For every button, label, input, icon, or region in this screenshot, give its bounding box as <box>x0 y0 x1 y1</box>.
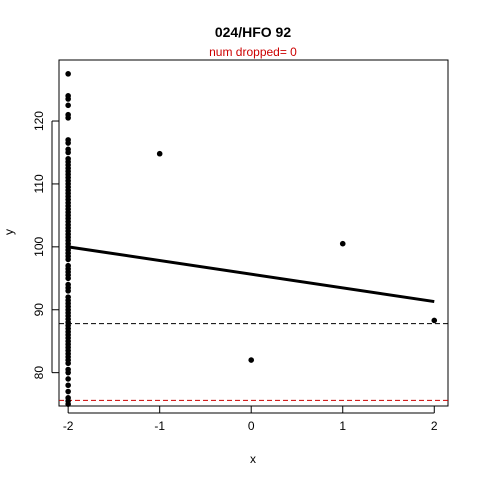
y-tick-label: 90 <box>32 303 46 317</box>
data-point <box>65 288 71 294</box>
data-point <box>65 388 71 395</box>
data-point <box>65 102 71 109</box>
data-point <box>65 401 71 407</box>
data-point <box>65 71 71 77</box>
y-tick-label: 100 <box>32 237 46 257</box>
data-point <box>65 140 71 146</box>
plot-layer: -2 -1 0 1 2 80 90 100 110 120 <box>32 59 449 433</box>
plot-frame <box>58 59 449 407</box>
chart-subtitle: num dropped= 0 <box>209 45 297 59</box>
x-tick-label: 1 <box>339 419 346 433</box>
x-tick-label: 2 <box>431 419 438 433</box>
x-axis-label: x <box>250 452 256 466</box>
data-point <box>65 376 71 382</box>
fit-line <box>67 245 435 304</box>
data-point <box>65 96 71 102</box>
chart-title: 024/HFO 92 <box>215 24 291 40</box>
data-point <box>65 382 71 389</box>
data-point <box>339 240 346 247</box>
y-tick-label: 110 <box>32 174 46 193</box>
data-point <box>65 369 71 376</box>
data-point <box>431 317 438 324</box>
x-tick-label: 0 <box>248 419 255 433</box>
data-point <box>65 149 71 156</box>
y-tick-label: 80 <box>32 366 46 380</box>
x-tick-label: -2 <box>63 419 74 433</box>
data-point <box>65 115 71 121</box>
y-axis-label: y <box>2 229 16 235</box>
data-point <box>248 357 255 363</box>
data-point <box>65 256 71 263</box>
data-point <box>65 360 71 367</box>
data-point <box>156 150 163 157</box>
data-point <box>65 275 71 282</box>
y-tick-label: 120 <box>32 111 46 131</box>
x-tick-label: -1 <box>154 419 165 433</box>
